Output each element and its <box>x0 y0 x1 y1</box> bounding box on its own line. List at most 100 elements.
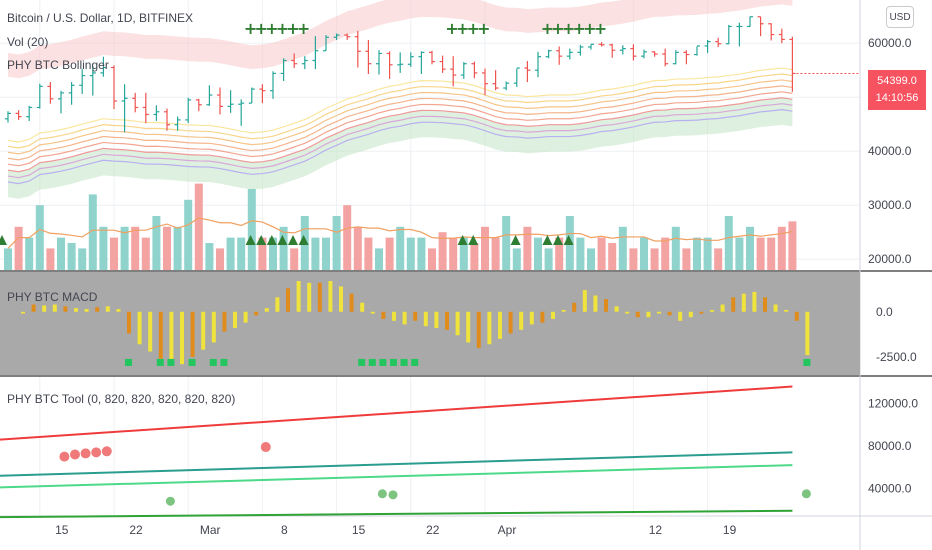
candle <box>164 108 170 131</box>
macd-legend[interactable]: PHY BTC MACD <box>7 290 98 304</box>
candle <box>725 24 732 45</box>
macd-hist-bar <box>264 308 269 312</box>
macd-hist-bar <box>328 281 333 312</box>
macd-hist-bar <box>392 311 396 321</box>
symbol-title[interactable]: Bitcoin / U.S. Dollar, 1D, BITFINEX <box>7 11 194 25</box>
volume-bar <box>449 237 458 270</box>
macd-hist-bar <box>752 291 757 312</box>
candle <box>715 37 722 47</box>
buy-plus-marker: + <box>466 19 479 38</box>
candle <box>79 69 86 94</box>
macd-hist-bar <box>498 311 502 339</box>
candle <box>545 49 552 59</box>
candle <box>609 43 616 58</box>
time-tick-label: 19 <box>723 523 737 537</box>
volume-signal-triangle <box>468 235 479 245</box>
macd-signal-square <box>411 358 419 366</box>
candle <box>429 50 435 65</box>
macd-hist-bar <box>625 311 630 314</box>
volume-bar <box>629 248 638 270</box>
candle <box>100 56 107 77</box>
macd-hist-bar <box>286 288 290 312</box>
volume-bar <box>746 226 754 270</box>
macd-hist-bar <box>307 282 312 312</box>
macd-hist-bar <box>508 311 513 334</box>
tool-red-dot <box>80 448 91 459</box>
macd-signal-square <box>156 358 164 366</box>
macd-hist-bar <box>201 311 206 350</box>
macd-signal-square <box>188 358 196 366</box>
tool-green-dot <box>377 489 387 499</box>
ribbon-line <box>7 97 793 173</box>
tool-legend[interactable]: PHY BTC Tool (0, 820, 820, 820, 820, 820… <box>7 392 236 406</box>
buy-plus-marker: + <box>286 19 299 38</box>
candle <box>450 56 457 87</box>
candle <box>439 55 446 73</box>
volume-bar <box>46 248 55 270</box>
volume-signal-triangle <box>256 235 267 245</box>
volume-bar <box>57 237 65 270</box>
macd-hist-bar <box>42 305 47 312</box>
candle <box>259 84 266 104</box>
volume-bar <box>247 189 256 270</box>
tool-red-dot <box>91 447 102 458</box>
volume-bar <box>576 237 585 270</box>
lower-bollinger-band <box>8 97 793 199</box>
time-tick-label: 22 <box>426 523 440 537</box>
bollinger-legend[interactable]: PHY BTC Bollinger <box>7 58 109 72</box>
macd-hist-bar <box>710 309 714 312</box>
buy-plus-marker: + <box>297 19 310 38</box>
ribbon-line <box>7 91 793 167</box>
volume-bar <box>99 226 108 270</box>
volume-bar <box>78 248 87 270</box>
volume-signal-triangle <box>298 235 309 245</box>
volume-signal-triangle <box>553 235 563 245</box>
volume-bar <box>788 221 797 270</box>
volume-signal-triangle <box>0 235 7 245</box>
candle <box>619 45 626 55</box>
price-tick-label: 20000.0 <box>868 252 912 266</box>
volume-signal-triangle <box>288 235 298 245</box>
candle <box>206 85 213 106</box>
macd-hist-bar <box>317 282 322 312</box>
volume-bar <box>25 237 34 270</box>
volume-bar <box>481 226 489 270</box>
time-tick-label: 15 <box>55 523 69 537</box>
currency-button[interactable]: USD <box>886 6 914 28</box>
price-tick-label: 60000.0 <box>868 36 912 50</box>
buy-plus-marker: + <box>254 19 267 38</box>
volume-bar <box>364 237 373 270</box>
vol-legend[interactable]: Vol (20) <box>7 35 49 49</box>
candle <box>15 110 22 120</box>
volume-bar <box>724 216 733 270</box>
macd-hist-bar <box>540 311 545 323</box>
tool-red-dot <box>101 446 112 457</box>
price-tick-label: 40000.0 <box>868 144 912 158</box>
volume-bar <box>67 243 76 270</box>
macd-hist-bar <box>360 302 365 312</box>
volume-bar <box>534 237 542 270</box>
candle <box>142 92 149 124</box>
volume-bar <box>35 205 44 270</box>
volume-bar <box>714 248 723 270</box>
macd-signal-square <box>379 358 387 366</box>
macd-hist-bar <box>657 311 661 314</box>
volume-bar <box>290 248 299 270</box>
candle <box>132 92 139 113</box>
macd-hist-bar <box>275 297 280 312</box>
candle <box>778 28 785 44</box>
volume-bar <box>194 183 203 270</box>
candle <box>26 105 33 121</box>
candle <box>492 70 499 91</box>
macd-tick-label: -2500.0 <box>876 350 917 364</box>
candle <box>694 45 700 56</box>
candle <box>301 56 308 70</box>
tool-red-dot <box>260 442 271 453</box>
macd-hist-bar <box>63 306 68 312</box>
volume-bar <box>375 248 383 270</box>
tool-tick-label: 80000.0 <box>868 439 912 453</box>
tool-tick-label: 40000.0 <box>868 481 912 495</box>
macd-signal-square <box>220 358 228 366</box>
candle <box>460 62 467 79</box>
macd-hist-bar <box>180 311 184 365</box>
